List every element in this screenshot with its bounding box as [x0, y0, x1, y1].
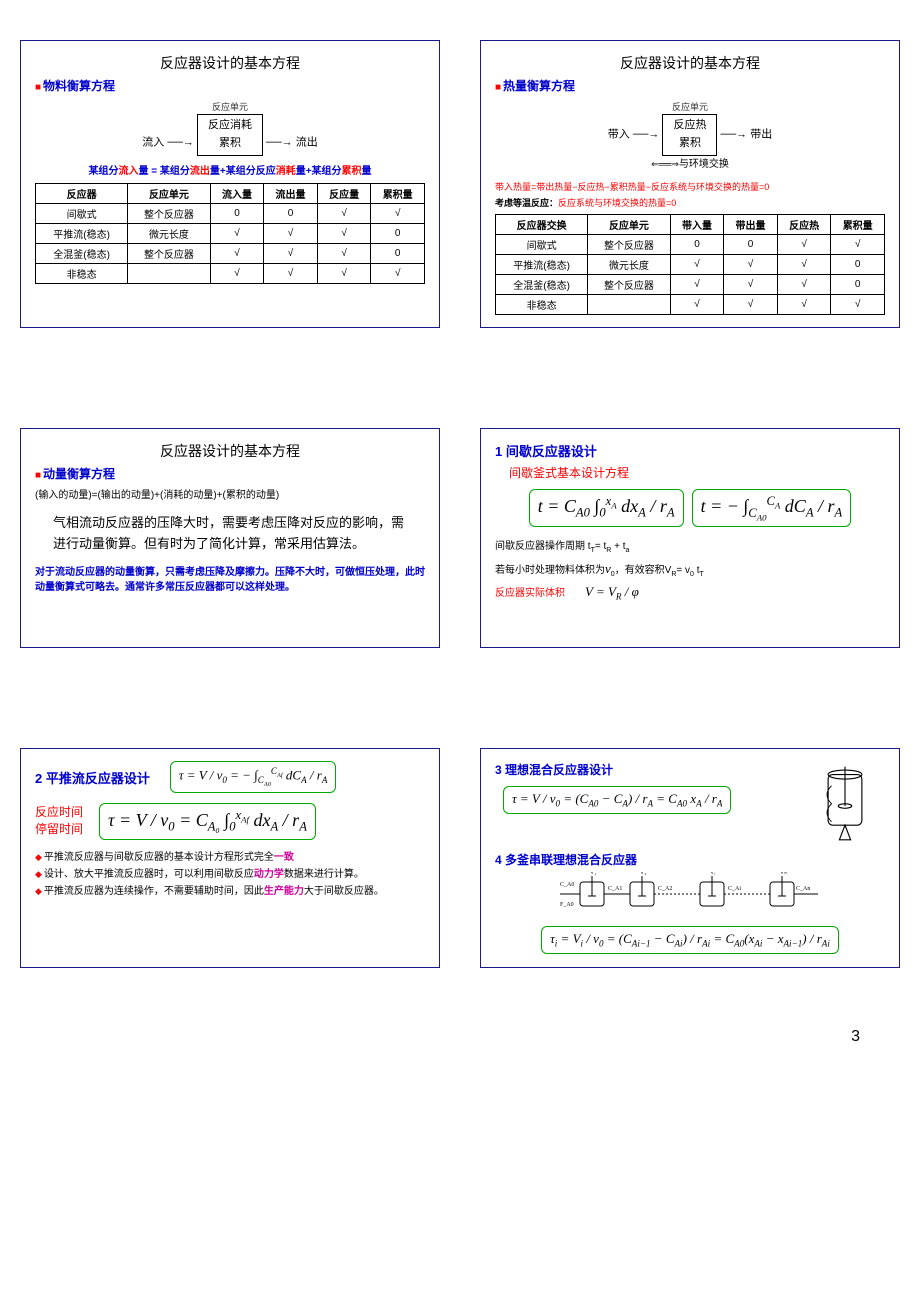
equation-box: t = CA0 ∫0xA dxA / rA [529, 489, 684, 527]
slide-title: 反应器设计的基本方程 [35, 441, 425, 461]
slide-cstr: 3 理想混合反应器设计 τ = V / v0 = (CA0 − CA) / rA… [480, 748, 900, 968]
volume-line: 若每小时处理物料体积为v0，有效容积VR= v0 tT [495, 559, 885, 581]
slide-title: 1 间歇反应器设计 [495, 441, 885, 460]
bullet-1: 平推流反应器与间歇反应器的基本设计方程形式完全一致 [35, 850, 425, 865]
balance-eq: (输入的动量)=(输出的动量)+(消耗的动量)+(累积的动量) [35, 488, 425, 503]
bullet-3: 平推流反应器为连续操作，不需要辅助时间，因此生产能力大于间歇反应器。 [35, 884, 425, 899]
actual-vol-line: 反应器实际体积 V = VR / φ [495, 582, 885, 604]
title-3: 3 理想混合反应器设计 [495, 761, 805, 778]
slide-title: 2 平推流反应器设计 [35, 768, 150, 787]
equation-box: τ = V / v0 = (CA0 − CA) / rA = CA0 xA / … [503, 786, 731, 814]
slide-material-balance: 反应器设计的基本方程 物料衡算方程 反应单元 流入 ──→ 反应消耗 累积 ──… [20, 40, 440, 328]
blue-note: 对于流动反应器的动量衡算，只需考虑压降及摩擦力。压降不大时，可做恒压处理，此时动… [35, 565, 425, 595]
equation-row: t = CA0 ∫0xA dxA / rA t = − ∫CA0CA dCA /… [495, 489, 885, 527]
svg-text:V₁: V₁ [590, 872, 596, 876]
svg-text:C_Ai: C_Ai [728, 886, 741, 892]
flow-diagram: 反应单元 带入 ──→ 反应热 累积 ──→ 带出 ⇐══⇒与环境交换 [495, 100, 885, 173]
svg-text:C_An: C_An [796, 886, 810, 892]
slide-title: 反应器设计的基本方程 [495, 53, 885, 73]
svg-text:Vᵢ: Vᵢ [710, 872, 715, 876]
page-number: 3 [20, 1028, 900, 1046]
consider-line: 考虑等温反应：反应系统与环境交换的热量=0 [495, 197, 885, 211]
heat-eq: 带入热量=带出热量−反应热−累积热量−反应系统与环境交换的热量=0 [495, 181, 885, 195]
slide-title: 反应器设计的基本方程 [35, 53, 425, 73]
slide-pfr: 2 平推流反应器设计 τ = V / v0 = − ∫CA0CAf dCA / … [20, 748, 440, 968]
section-heading: 热量衡算方程 [495, 77, 885, 94]
body-text: 气相流动反应器的压降大时，需要考虑压降对反应的影响，需进行动量衡算。但有时为了简… [35, 509, 425, 563]
equation-box: τi = Vi / v0 = (CAi−1 − CAi) / rAi = CA0… [541, 926, 839, 954]
svg-text:F_A0: F_A0 [560, 902, 574, 908]
reactor-icon [805, 761, 885, 851]
svg-text:C_A0: C_A0 [560, 882, 574, 888]
section-heading: 动量衡算方程 [35, 465, 425, 482]
flow-diagram: 反应单元 流入 ──→ 反应消耗 累积 ──→ 流出 [35, 100, 425, 156]
svg-text:Vₙ: Vₙ [780, 872, 787, 876]
equation-box: τ = V / v0 = CA₀ ∫0xAf dxA / rA [99, 803, 316, 840]
left-labels: 反应时间停留时间 [35, 804, 83, 838]
reactor-table: 反应器交换反应单元带入量 带出量反应热累积量 间歇式整个反应器00√√ 平推流(… [495, 214, 885, 315]
section-heading: 物料衡算方程 [35, 77, 425, 94]
equation-box: τ = V / v0 = − ∫CA0CAf dCA / rA [170, 761, 337, 793]
svg-text:V₂: V₂ [640, 872, 646, 876]
bullet-2: 设计、放大平推流反应器时，可以利用间歇反应动力学数据来进行计算。 [35, 867, 425, 882]
subtitle: 间歇釜式基本设计方程 [509, 464, 885, 481]
slide-heat-balance: 反应器设计的基本方程 热量衡算方程 反应单元 带入 ──→ 反应热 累积 ──→… [480, 40, 900, 328]
series-reactor-diagram: V₁ V₂ Vᵢ Vₙ C_A0 F_A0 C_A1 C_A2 C_Ai C_A… [560, 872, 820, 922]
reactor-table: 反应器反应单元流入量 流出量反应量累积量 间歇式整个反应器00√√ 平推流(稳态… [35, 183, 425, 284]
balance-equation: 某组分流入量 = 某组分流出量+某组分反应消耗量+某组分累积量 [35, 164, 425, 179]
period-line: 间歇反应器操作周期 tT= tR + ta [495, 539, 885, 557]
slide-momentum-balance: 反应器设计的基本方程 动量衡算方程 (输入的动量)=(输出的动量)+(消耗的动量… [20, 428, 440, 648]
equation-box: t = − ∫CA0CA dCA / rA [692, 489, 852, 527]
svg-text:C_A1: C_A1 [608, 886, 622, 892]
svg-text:C_A2: C_A2 [658, 886, 672, 892]
title-4: 4 多釜串联理想混合反应器 [495, 851, 885, 868]
slide-batch-reactor: 1 间歇反应器设计 间歇釜式基本设计方程 t = CA0 ∫0xA dxA / … [480, 428, 900, 648]
